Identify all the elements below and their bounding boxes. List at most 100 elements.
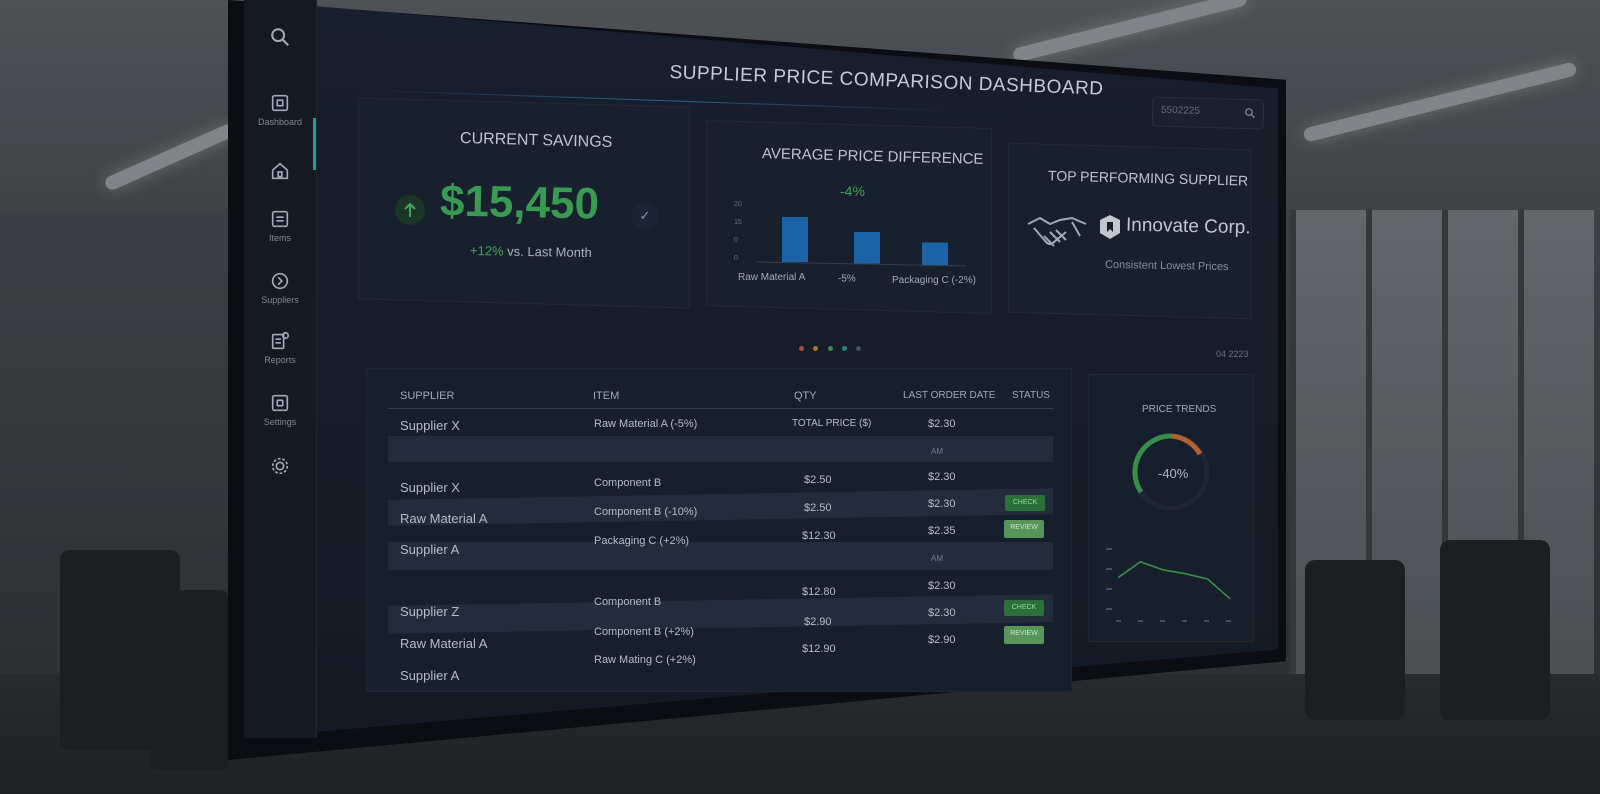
table-cell-supplier: Supplier X	[400, 480, 460, 495]
column-header-last-order-date: LAST ORDER DATE	[903, 390, 996, 401]
table-cell-supplier: Supplier A	[400, 668, 460, 683]
carousel-dot[interactable]	[842, 346, 847, 351]
innovate-logo-icon	[1100, 215, 1120, 239]
page-indicator: 04 2223	[1216, 349, 1249, 359]
settings-panel-icon	[271, 394, 289, 412]
table-cell-item: Component B (-10%)	[594, 506, 698, 518]
sidebar-item-suppliers[interactable]: Suppliers	[244, 270, 316, 305]
bar	[922, 242, 948, 265]
search-icon	[1245, 108, 1255, 119]
table-cell-qty: $2.50	[804, 474, 832, 486]
supplier-table-card	[366, 368, 1072, 692]
sidebar-item-home[interactable]	[244, 160, 316, 182]
x-tick-mark	[1160, 620, 1165, 622]
table-cell-supplier: Supplier A	[400, 542, 460, 557]
x-axis-line	[755, 261, 967, 267]
y-tick-label: 20	[734, 201, 742, 208]
table-cell-item: Component B (+2%)	[594, 626, 694, 638]
chair	[1305, 560, 1405, 720]
table-cell-price: $2.30	[928, 418, 956, 430]
carousel-dot[interactable]	[828, 346, 833, 351]
savings-change: +12% vs. Last Month	[470, 243, 592, 260]
sidebar-item-items[interactable]: Items	[244, 208, 316, 243]
handshake-icon	[1027, 216, 1087, 247]
status-badge[interactable]: CHECK	[1005, 495, 1045, 511]
chair	[150, 590, 230, 770]
sidebar-active-indicator	[313, 118, 316, 170]
table-cell-price: $2.90	[928, 634, 956, 646]
search-icon	[271, 28, 289, 46]
table-cell-item: Component B	[594, 596, 662, 608]
table-cell-price: $2.30	[928, 471, 956, 483]
x-tick-mark	[1204, 620, 1209, 622]
table-cell-qty: $12.80	[802, 586, 836, 598]
sidebar-item-label: Dashboard	[257, 117, 303, 127]
bar	[854, 232, 880, 264]
table-cell-price: AM	[931, 447, 943, 456]
y-tick-mark	[1106, 548, 1112, 550]
sidebar-item-label: Suppliers	[261, 295, 299, 305]
sidebar-item-dashboard[interactable]: Dashboard	[244, 92, 316, 127]
dashboard-icon	[271, 94, 289, 112]
sidebar-item-gear[interactable]	[244, 455, 316, 477]
column-header-item: ITEM	[593, 390, 620, 402]
savings-amount: $15,450	[439, 176, 600, 229]
table-cell-price: $2.35	[928, 525, 956, 537]
gear-icon	[271, 457, 289, 475]
column-header-qty: QTY	[794, 390, 817, 402]
y-tick-mark	[1106, 608, 1112, 610]
table-cell-item: Raw Mating C (+2%)	[594, 654, 696, 666]
search-value: 5502225	[1160, 104, 1201, 117]
table-row-band	[388, 542, 1053, 570]
table-cell-qty: $12.30	[802, 530, 836, 542]
check-icon: ✓	[632, 203, 658, 229]
sidebar-item-reports[interactable]: Reports	[244, 330, 316, 365]
sidebar-item-search[interactable]	[244, 26, 316, 48]
avg-price-diff-value: -4%	[840, 183, 865, 199]
x-tick-label: -5%	[838, 274, 856, 285]
table-cell-qty: $12.90	[802, 643, 836, 655]
y-tick-label: 0	[734, 255, 738, 262]
status-badge[interactable]: REVIEW	[1004, 626, 1044, 644]
x-tick-mark	[1138, 620, 1143, 622]
header-divider	[388, 408, 1053, 409]
top-supplier-name: Innovate Corp.	[1125, 214, 1251, 239]
top-supplier-subtitle: Consistent Lowest Prices	[1104, 258, 1229, 274]
table-cell-supplier: Supplier X	[400, 418, 460, 433]
status-badge[interactable]: REVIEW	[1004, 520, 1044, 538]
carousel-dot[interactable]	[813, 346, 818, 351]
x-tick-label: Raw Material A	[738, 272, 806, 283]
column-header-supplier: SUPPLIER	[400, 390, 455, 402]
x-tick-mark	[1116, 620, 1121, 622]
table-cell-price: $2.30	[928, 607, 956, 619]
table-row-band	[388, 436, 1053, 462]
sidebar-item-label: Reports	[264, 355, 296, 365]
status-badge[interactable]: CHECK	[1004, 600, 1044, 616]
column-header-status: STATUS	[1012, 390, 1050, 401]
table-cell-supplier: Raw Material A	[400, 636, 488, 651]
x-tick-mark	[1226, 620, 1231, 622]
table-cell-supplier: Supplier Z	[400, 604, 460, 619]
bar	[782, 217, 808, 262]
x-tick-mark	[1182, 620, 1187, 622]
y-tick-mark	[1106, 568, 1112, 570]
y-tick-label: 15	[734, 219, 742, 226]
savings-change-suffix: vs. Last Month	[503, 243, 592, 261]
search-input[interactable]: 5502225	[1151, 96, 1265, 130]
reports-icon	[271, 331, 290, 350]
savings-change-pct: +12%	[469, 242, 504, 259]
table-cell-item: Packaging C (+2%)	[594, 535, 690, 547]
sidebar	[244, 0, 317, 738]
list-icon	[271, 210, 289, 228]
sidebar-item-settings[interactable]: Settings	[244, 392, 316, 427]
carousel-dot[interactable]	[856, 346, 861, 351]
bar-chart-svg: 20 15 0 0 Raw Material A -5% Packaging C (-2%)	[734, 201, 976, 286]
table-cell-qty: $2.90	[804, 616, 832, 628]
table-cell-qty: TOTAL PRICE ($)	[792, 418, 872, 429]
price-gauge	[1132, 433, 1210, 511]
carousel-dot[interactable]	[799, 346, 804, 351]
table-cell-item: Raw Material A (-5%)	[594, 418, 698, 430]
table-cell-supplier: Raw Material A	[400, 511, 488, 526]
table-cell-qty: $2.50	[804, 502, 832, 514]
table-cell-price: $2.30	[928, 580, 956, 592]
